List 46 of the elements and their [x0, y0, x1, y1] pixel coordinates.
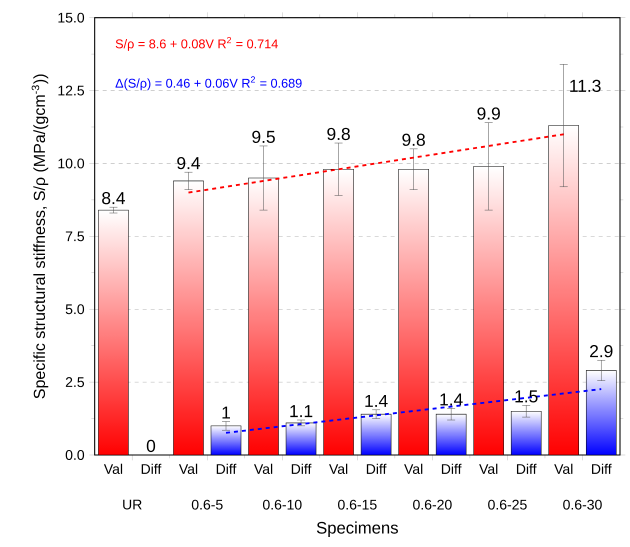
x-tick-label: 0.6-15	[338, 500, 377, 510]
text: S/ρ = 8.6 + 0.08V R$^{2}$ = 0.714	[116, 36, 278, 51]
data-label: 11.3	[570, 80, 601, 92]
data-label: 9.8	[402, 134, 425, 146]
text: Val	[329, 464, 348, 474]
data-label: 1	[222, 406, 230, 419]
x-tick-label: 0.6-10	[262, 500, 302, 510]
y-axis-title: Specific structural stiffness, S/ρ (MPa/(gcm$^{-3}$))	[32, 74, 48, 398]
text: Val	[104, 464, 122, 474]
text: Δ(S/ρ) = 0.46 + 0.06V R$^{2}$ = 0.689	[116, 76, 302, 90]
text: Diff	[592, 464, 612, 474]
y-tick-label: 12.5	[58, 86, 84, 96]
text: Diff	[366, 464, 386, 474]
data-label: 1.4	[365, 394, 388, 407]
legend-label: Val	[178, 464, 198, 474]
y-tick-label: 7.5	[66, 231, 84, 242]
x-tick-label: 0.6-30	[563, 500, 602, 510]
data-label: 8.4	[102, 192, 125, 204]
data-label: 9.8	[327, 128, 350, 140]
x-tick-label: 0.6-5	[192, 500, 223, 510]
y-tick-label: 2.5	[66, 377, 84, 388]
data-label: 1.4	[440, 394, 463, 406]
data-label: 2.9	[590, 345, 612, 358]
y-tick-label: 15.0	[58, 12, 84, 23]
text: Diff	[516, 464, 537, 474]
text: Val	[554, 464, 572, 474]
text: Val	[254, 464, 272, 474]
y-tick-label: 10.0	[58, 158, 84, 168]
text: Val	[404, 464, 422, 474]
data-label: 1.1	[290, 405, 312, 418]
text: Val	[479, 464, 498, 474]
data-label: 9.9	[477, 107, 500, 120]
y-tick-label: 0.0	[66, 450, 84, 460]
text: Diff	[292, 464, 312, 474]
data-label: 1.5	[515, 390, 538, 402]
text: Diff	[442, 464, 462, 474]
legend-label: Diff	[216, 464, 236, 474]
data-label: 9.4	[177, 156, 200, 170]
x-tick-label: 0.6-20	[413, 500, 452, 510]
x-axis-title: Specimens	[316, 521, 398, 537]
x-tick-label: UR	[123, 500, 142, 510]
data-label: 9.5	[252, 130, 275, 144]
x-tick-label: 0.6-25	[488, 500, 527, 510]
data-label: 0	[146, 440, 156, 452]
text: Diff	[142, 464, 162, 474]
y-tick-label: 5.0	[66, 304, 84, 314]
